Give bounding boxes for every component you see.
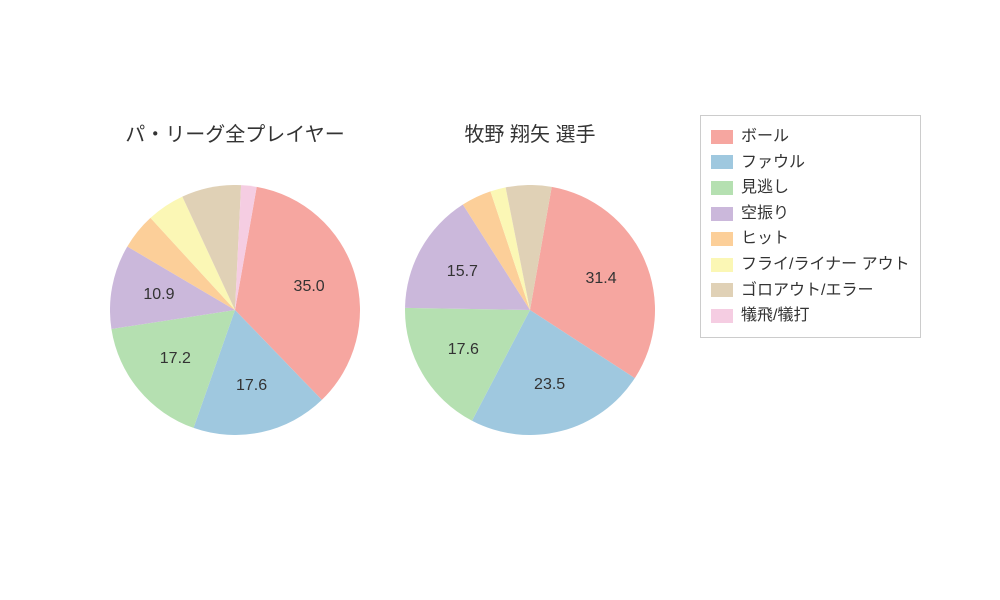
legend: ボールファウル見逃し空振りヒットフライ/ライナー アウトゴロアウト/エラー犠飛/… (700, 115, 921, 338)
legend-item-ground_err: ゴロアウト/エラー (711, 278, 910, 304)
legend-item-hit: ヒット (711, 226, 910, 252)
legend-label-foul: ファウル (741, 150, 805, 176)
pie-label-player-looking: 17.6 (448, 341, 479, 359)
legend-item-swing_miss: 空振り (711, 201, 910, 227)
pie-label-league-ball: 35.0 (294, 278, 325, 296)
legend-swatch-looking (711, 181, 733, 195)
pie-league (110, 185, 360, 435)
pie-label-league-looking: 17.2 (160, 350, 191, 368)
legend-item-foul: ファウル (711, 150, 910, 176)
legend-swatch-swing_miss (711, 207, 733, 221)
legend-label-looking: 見逃し (741, 175, 789, 201)
legend-swatch-fly_liner (711, 258, 733, 272)
chart-stage: パ・リーグ全プレイヤー 35.0 17.6 17.2 10.9 牧野 翔矢 選手 31.4 2… (0, 0, 1000, 600)
chart-title-league: パ・リーグ全プレイヤー (85, 118, 385, 147)
pie-label-league-swing_miss: 10.9 (143, 286, 174, 304)
legend-swatch-ground_err (711, 283, 733, 297)
legend-item-looking: 見逃し (711, 175, 910, 201)
chart-title-player: 牧野 翔矢 選手 (380, 118, 680, 147)
legend-label-sac: 犠飛/犠打 (741, 303, 809, 329)
legend-label-hit: ヒット (741, 226, 789, 252)
legend-swatch-hit (711, 232, 733, 246)
pie-label-player-ball: 31.4 (586, 270, 617, 288)
legend-label-ball: ボール (741, 124, 789, 150)
legend-swatch-sac (711, 309, 733, 323)
pie-label-league-foul: 17.6 (236, 377, 267, 395)
legend-swatch-foul (711, 155, 733, 169)
pie-player (405, 185, 655, 435)
pie-label-player-foul: 23.5 (534, 376, 565, 394)
legend-item-sac: 犠飛/犠打 (711, 303, 910, 329)
legend-item-fly_liner: フライ/ライナー アウト (711, 252, 910, 278)
legend-item-ball: ボール (711, 124, 910, 150)
pie-label-player-swing_miss: 15.7 (447, 263, 478, 281)
legend-label-ground_err: ゴロアウト/エラー (741, 278, 873, 304)
legend-label-fly_liner: フライ/ライナー アウト (741, 252, 910, 278)
legend-swatch-ball (711, 130, 733, 144)
legend-label-swing_miss: 空振り (741, 201, 789, 227)
